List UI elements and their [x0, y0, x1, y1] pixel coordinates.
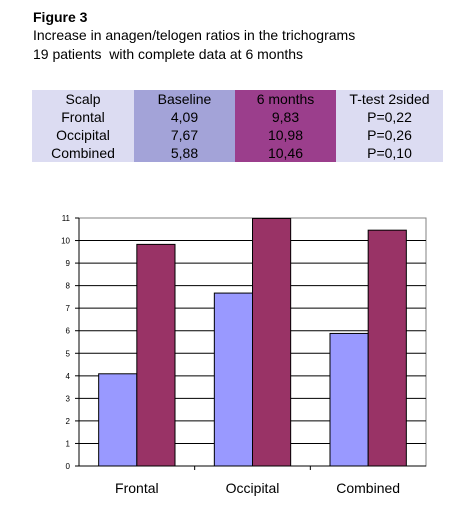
y-tick-label: 7 [66, 304, 71, 313]
bar [136, 243, 176, 467]
table-cell: P=0,10 [336, 144, 443, 162]
table-header-cell: T-test 2sided [336, 90, 443, 108]
y-tick-label: 2 [66, 417, 71, 426]
table-cell: 7,67 [134, 126, 235, 144]
x-tick-label: Frontal [115, 480, 159, 496]
table-cell: Combined [32, 144, 134, 162]
table-cell: 9,83 [235, 108, 336, 126]
table-cell: Occipital [32, 126, 134, 144]
table-header-cell: Scalp [32, 90, 134, 108]
table-cell: Frontal [32, 108, 134, 126]
table-cell: 5,88 [134, 144, 235, 162]
table-cell: P=0,26 [336, 126, 443, 144]
y-tick-label: 1 [66, 439, 71, 448]
y-tick-label: 8 [66, 282, 71, 291]
table-header-cell: Baseline [134, 90, 235, 108]
table-row: Combined 5,88 10,46 P=0,10 [32, 144, 443, 162]
figure-subtitle-line-2: 19 patients with complete data at 6 mont… [33, 46, 304, 62]
x-tick-label: Occipital [226, 480, 280, 496]
bar [252, 217, 292, 467]
y-tick-label: 4 [66, 372, 71, 381]
figure-title: Figure 3 [33, 9, 88, 25]
bar [213, 292, 253, 467]
y-tick-label: 5 [66, 349, 71, 358]
data-table: Scalp Baseline 6 months T-test 2sided Fr… [32, 90, 443, 162]
table-cell: P=0,22 [336, 108, 443, 126]
y-tick-label: 11 [62, 214, 71, 223]
table-header-row: Scalp Baseline 6 months T-test 2sided [32, 90, 443, 108]
x-tick-label: Combined [336, 480, 400, 496]
y-tick-label: 6 [66, 327, 71, 336]
figure-subtitle-line-1: Increase in anagen/telogen ratios in the… [33, 27, 356, 43]
bar [367, 229, 407, 467]
table-row: Occipital 7,67 10,98 P=0,26 [32, 126, 443, 144]
table-row: Frontal 4,09 9,83 P=0,22 [32, 108, 443, 126]
table-cell: 4,09 [134, 108, 235, 126]
bar [329, 332, 369, 467]
y-tick-label: 10 [61, 237, 70, 246]
table-header-cell: 6 months [235, 90, 336, 108]
y-tick-label: 9 [66, 259, 71, 268]
bar [98, 373, 138, 467]
y-tick-label: 0 [66, 462, 71, 471]
table-cell: 10,98 [235, 126, 336, 144]
table-cell: 10,46 [235, 144, 336, 162]
y-tick-label: 3 [66, 394, 71, 403]
